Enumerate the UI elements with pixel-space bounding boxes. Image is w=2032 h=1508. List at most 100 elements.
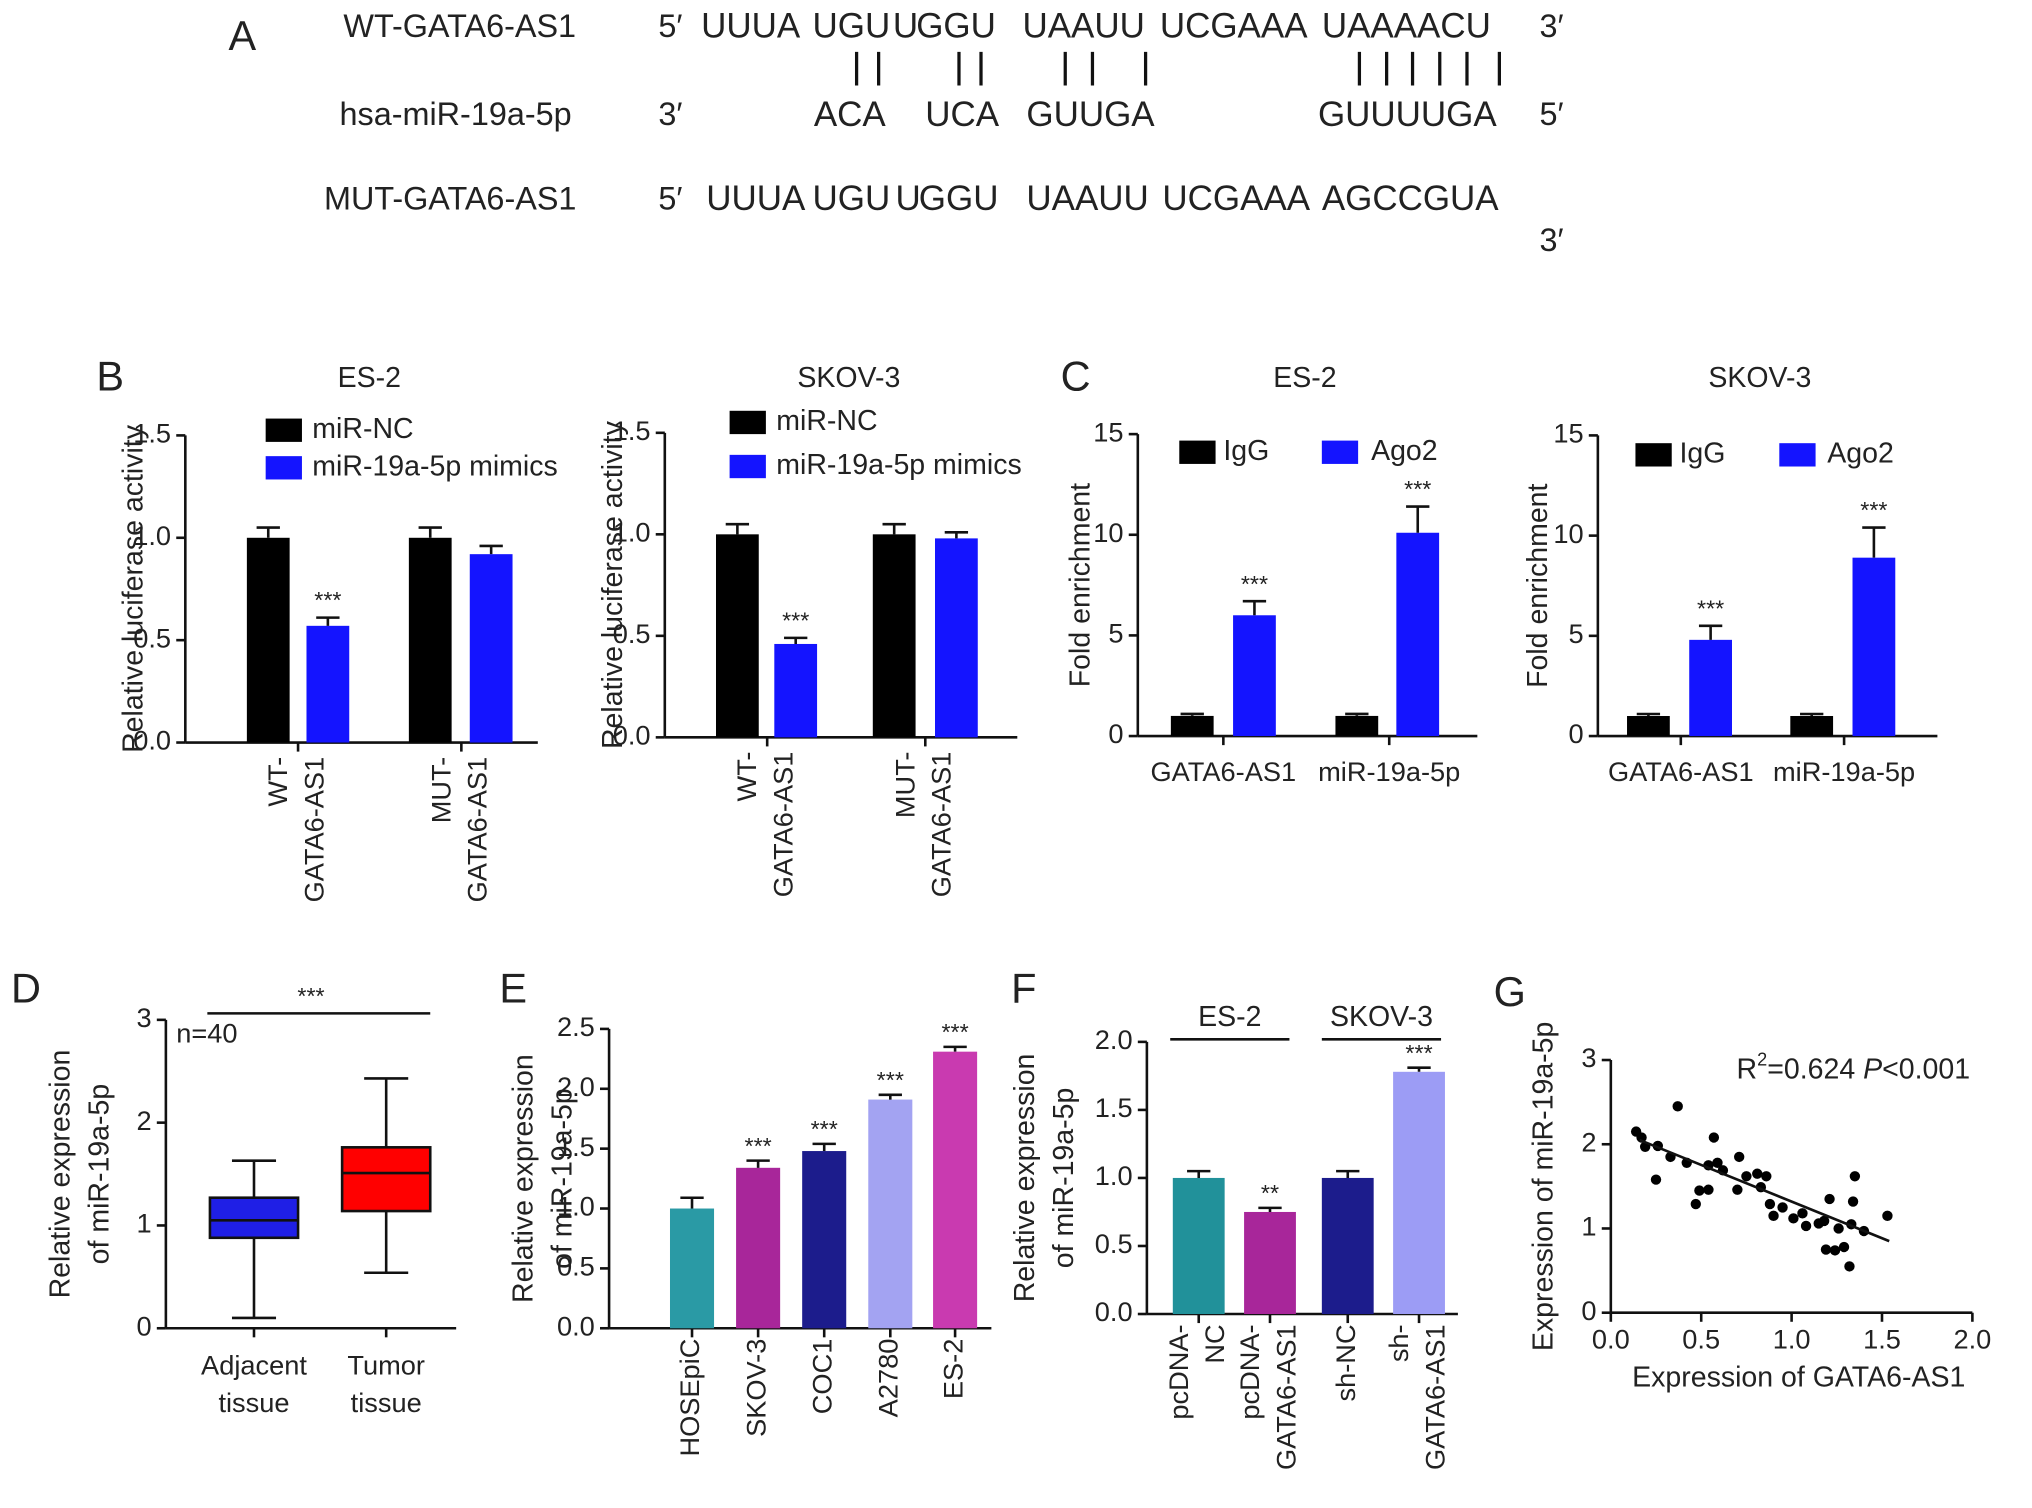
y-tick-label: 0 <box>1581 1295 1596 1326</box>
y-tick-label: 1 <box>136 1208 151 1239</box>
sequence-segment: UAAAACU <box>1322 7 1491 46</box>
x-tick-label: GATA6-AS1 <box>1419 1324 1450 1470</box>
error-bar <box>1636 712 1661 717</box>
y-tick-label: 0.5 <box>1095 1228 1133 1259</box>
panel-letter: A <box>229 12 257 59</box>
y-tick-label: 2.5 <box>557 1011 595 1042</box>
x-tick-label: 0.0 <box>1592 1323 1630 1354</box>
x-tick-label: tissue <box>351 1387 422 1418</box>
error-bar <box>1406 505 1430 533</box>
bar <box>802 1151 847 1329</box>
y-tick-label: 2.0 <box>1095 1024 1133 1055</box>
legend-label: IgG <box>1223 435 1269 467</box>
y-tick-label: 5 <box>1568 618 1583 649</box>
annotation: n=40 <box>176 1018 237 1049</box>
x-tick-label: miR-19a-5p <box>1318 756 1460 787</box>
x-tick-label: tissue <box>218 1387 289 1418</box>
y-axis-label: of miR-19a-5p <box>84 1084 116 1265</box>
bar <box>1244 1211 1296 1315</box>
legend-label: IgG <box>1680 437 1726 469</box>
error-bar <box>1862 526 1886 558</box>
end-label: 3′ <box>658 96 682 132</box>
bar <box>669 1208 715 1329</box>
error-bar <box>784 636 808 644</box>
x-tick-label: pcDNA- <box>1234 1324 1265 1419</box>
sequence-segment: UCGAAA <box>1160 7 1308 46</box>
x-tick-label: A2780 <box>872 1339 903 1418</box>
sequence-segment: UAAUU <box>1026 179 1148 218</box>
x-tick-label: sh- <box>1383 1324 1414 1362</box>
y-tick-label: 1.0 <box>133 520 171 551</box>
bar <box>246 537 290 743</box>
point <box>1761 1171 1772 1182</box>
panel-letter: F <box>1011 964 1036 1011</box>
y-tick-label: 0 <box>1108 718 1123 749</box>
error-bar <box>944 531 969 539</box>
point <box>1788 1213 1799 1224</box>
legend-swatch <box>265 418 302 442</box>
bar <box>469 554 513 743</box>
x-tick-label: COC1 <box>806 1339 837 1415</box>
sequence-segment: GGU <box>919 179 999 218</box>
error-bar <box>316 616 340 626</box>
error-bar <box>1336 1169 1360 1178</box>
x-tick-label: ES-2 <box>937 1339 968 1399</box>
bar <box>1335 715 1379 737</box>
significance-label: *** <box>782 607 809 633</box>
legend-label: miR-NC <box>776 405 877 437</box>
significance-label: *** <box>1404 476 1431 502</box>
y-axis-label: Relative expression <box>507 1054 539 1303</box>
y-tick-label: 15 <box>1553 418 1583 449</box>
error-bar <box>1800 712 1824 717</box>
y-tick-label: 0.0 <box>1095 1296 1133 1327</box>
y-tick-label: 3 <box>1581 1042 1596 1073</box>
annotation-part: R <box>1737 1053 1758 1085</box>
sequence-segment: UCA <box>925 95 1000 134</box>
legend-label: miR-NC <box>312 413 413 445</box>
y-tick-label: 2.0 <box>557 1071 595 1102</box>
panel-letter: E <box>499 964 527 1011</box>
bar <box>1321 1177 1374 1315</box>
legend-label: Ago2 <box>1371 435 1438 467</box>
sequence-label: hsa-miR-19a-5p <box>340 96 572 132</box>
y-tick-label: 0.0 <box>133 725 171 756</box>
sequence-segment: UGU <box>813 7 891 46</box>
x-tick-label: HOSEpiC <box>674 1339 705 1457</box>
y-tick-label: 2 <box>1581 1126 1596 1157</box>
x-tick-label: 2.0 <box>1953 1323 1991 1354</box>
y-axis-label: Fold enrichment <box>1522 483 1554 687</box>
error-bar <box>1242 599 1267 616</box>
y-tick-label: 0.5 <box>133 622 171 653</box>
legend-swatch <box>1779 443 1816 467</box>
y-tick-label: 0.5 <box>613 618 651 649</box>
sequence-segment: UCGAAA <box>1162 179 1310 218</box>
x-tick-label: 1.5 <box>1863 1323 1901 1354</box>
y-axis-label: Relative expression <box>1009 1054 1041 1303</box>
significance-label: *** <box>1241 571 1268 597</box>
point <box>1818 1215 1830 1227</box>
y-tick-label: 1.5 <box>133 418 171 449</box>
y-tick-label: 3 <box>136 1002 151 1033</box>
significance-label: *** <box>314 587 341 613</box>
point <box>1838 1241 1850 1253</box>
y-tick-label: 0 <box>136 1310 151 1341</box>
point <box>1844 1261 1855 1272</box>
legend-swatch <box>1635 443 1672 467</box>
sequence-segment: U <box>895 179 920 218</box>
y-tick-label: 0.0 <box>557 1310 595 1341</box>
x-tick-label: sh-NC <box>1330 1324 1361 1401</box>
y-tick-label: 15 <box>1093 416 1123 447</box>
y-tick-label: 1.0 <box>1095 1160 1133 1191</box>
error-bar <box>1180 712 1204 716</box>
box <box>340 1146 432 1213</box>
sequence-segment: UUUA <box>701 7 801 46</box>
point <box>1694 1185 1705 1196</box>
point <box>1672 1101 1683 1112</box>
bar <box>868 1099 913 1329</box>
y-tick-label: 0 <box>1568 718 1583 749</box>
y-tick-label: 1 <box>1581 1211 1596 1242</box>
bar <box>935 538 978 738</box>
bar <box>774 643 818 738</box>
point <box>1849 1171 1861 1182</box>
